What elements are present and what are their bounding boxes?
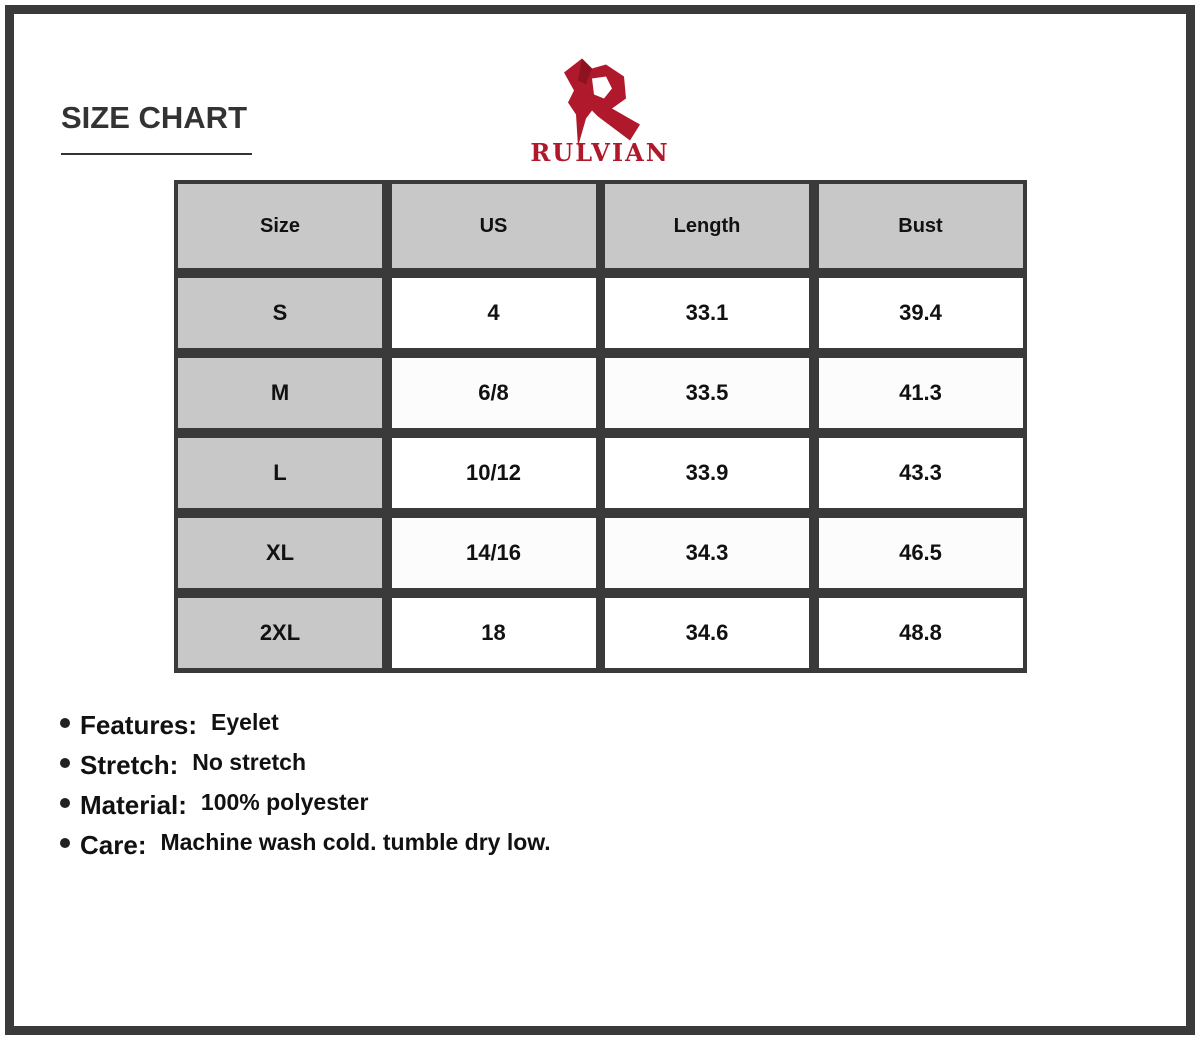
header-length: Length — [605, 184, 809, 268]
header-bust: Bust — [818, 184, 1023, 268]
feature-value: 100% polyester — [200, 788, 369, 815]
feature-value: Eyelet — [211, 708, 279, 735]
feature-item: Material: 100% polyester — [60, 785, 551, 825]
bust-cell: 46.5 — [818, 518, 1023, 588]
feature-value: No stretch — [192, 748, 306, 775]
size-cell: L — [178, 438, 382, 508]
length-cell: 33.9 — [605, 438, 809, 508]
header-us: US — [391, 184, 596, 268]
bust-cell: 48.8 — [818, 598, 1023, 668]
header-size: Size — [178, 184, 382, 268]
size-table: Size US Length Bust S 4 33.1 39.4 M 6/8 … — [174, 180, 1027, 673]
brand-name: RULVIAN — [530, 138, 670, 167]
rulvian-logo-icon — [564, 58, 640, 147]
feature-value: Machine wash cold. tumble dry low. — [160, 828, 551, 855]
feature-item: Features: Eyelet — [60, 705, 551, 745]
us-cell: 6/8 — [391, 358, 596, 428]
length-cell: 33.1 — [605, 278, 809, 348]
size-cell: M — [178, 358, 382, 428]
feature-item: Stretch: No stretch — [60, 745, 551, 785]
length-cell: 33.5 — [605, 358, 809, 428]
us-cell: 14/16 — [391, 518, 596, 588]
feature-list: Features: Eyelet Stretch: No stretch Mat… — [60, 705, 551, 865]
length-cell: 34.3 — [605, 518, 809, 588]
size-cell: S — [178, 278, 382, 348]
bust-cell: 39.4 — [818, 278, 1023, 348]
bullet-icon — [60, 838, 70, 848]
us-cell: 4 — [391, 278, 596, 348]
length-cell: 34.6 — [605, 598, 809, 668]
bullet-icon — [60, 758, 70, 768]
bullet-icon — [60, 718, 70, 728]
size-cell: 2XL — [178, 598, 382, 668]
bust-cell: 43.3 — [818, 438, 1023, 508]
feature-label: Material: — [80, 789, 187, 820]
feature-label: Care: — [80, 829, 147, 860]
feature-item: Care: Machine wash cold. tumble dry low. — [60, 825, 551, 865]
feature-label: Stretch: — [80, 749, 179, 780]
feature-label: Features: — [80, 709, 198, 740]
title-underline — [61, 153, 252, 155]
bullet-icon — [60, 798, 70, 808]
page-title: SIZE CHART — [61, 100, 247, 135]
us-cell: 10/12 — [391, 438, 596, 508]
bust-cell: 41.3 — [818, 358, 1023, 428]
us-cell: 18 — [391, 598, 596, 668]
size-cell: XL — [178, 518, 382, 588]
